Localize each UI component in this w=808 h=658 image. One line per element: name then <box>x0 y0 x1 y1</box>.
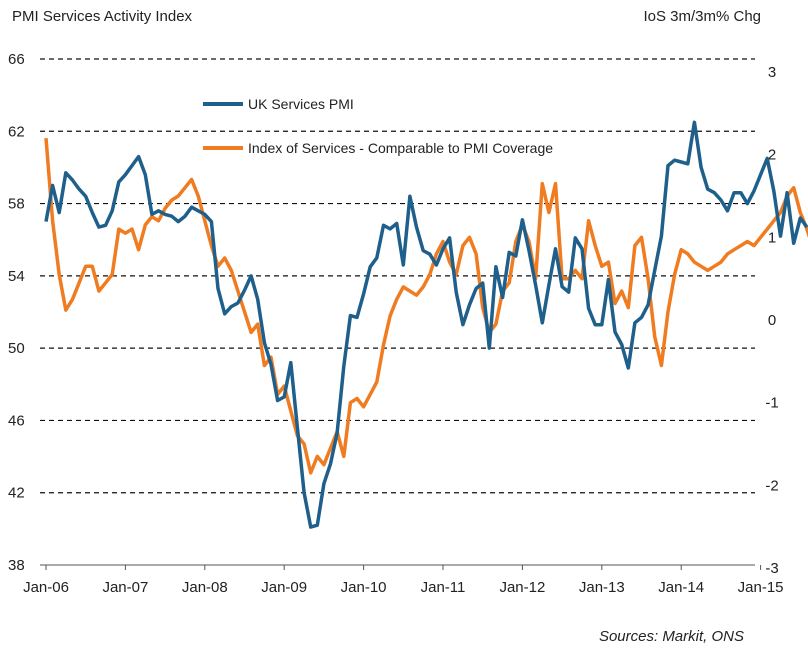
x-tick-label: Jan-08 <box>182 579 228 596</box>
y-tick-label: 62 <box>8 123 25 140</box>
x-tick-label: Jan-12 <box>499 579 545 596</box>
gridlines <box>40 58 755 494</box>
y-tick-label: 46 <box>8 412 25 429</box>
legend-label-ios: Index of Services - Comparable to PMI Co… <box>248 140 553 156</box>
x-tick-label: Jan-14 <box>658 579 704 596</box>
y-tick-label: 38 <box>8 557 25 574</box>
pmi-series-line <box>44 120 808 529</box>
y2-tick-label: 0 <box>768 312 776 329</box>
x-tick-label: Jan-06 <box>23 579 69 596</box>
right-axis-title: IoS 3m/3m% Chg <box>643 8 761 25</box>
y2-tick-label: 1 <box>768 229 776 246</box>
y2-tick-label: -3 <box>765 560 778 577</box>
y-tick-label: 66 <box>8 51 25 68</box>
y2-tick-label: 2 <box>768 147 776 164</box>
chart-title: PMI Services Activity Index <box>12 8 193 25</box>
legend: UK Services PMI Index of Services - Compa… <box>203 96 553 156</box>
left-axis-ticks: 38 42 46 50 54 58 62 66 <box>8 51 25 574</box>
x-tick-label: Jan-15 <box>738 579 784 596</box>
series-lines <box>44 120 808 529</box>
y2-tick-label: 3 <box>768 64 776 81</box>
source-note: Sources: Markit, ONS <box>598 628 744 645</box>
y2-tick-label: -1 <box>765 395 778 412</box>
y-tick-label: 54 <box>8 268 25 285</box>
x-tick-label: Jan-13 <box>579 579 625 596</box>
x-axis: Jan-06 Jan-07 Jan-08 Jan-09 Jan-10 Jan-11 Jan-… <box>23 564 784 596</box>
y2-tick-label: -2 <box>765 477 778 494</box>
legend-label-pmi: UK Services PMI <box>248 96 354 112</box>
ios-series-line <box>44 137 808 475</box>
right-axis-ticks: -3 -2 -1 0 1 2 3 <box>765 64 778 577</box>
y-tick-label: 58 <box>8 196 25 213</box>
x-tick-label: Jan-09 <box>261 579 307 596</box>
x-tick-label: Jan-07 <box>102 579 148 596</box>
y-tick-label: 42 <box>8 485 25 502</box>
x-tick-label: Jan-11 <box>421 579 466 596</box>
x-tick-label: Jan-10 <box>341 579 387 596</box>
y-tick-label: 50 <box>8 340 25 357</box>
